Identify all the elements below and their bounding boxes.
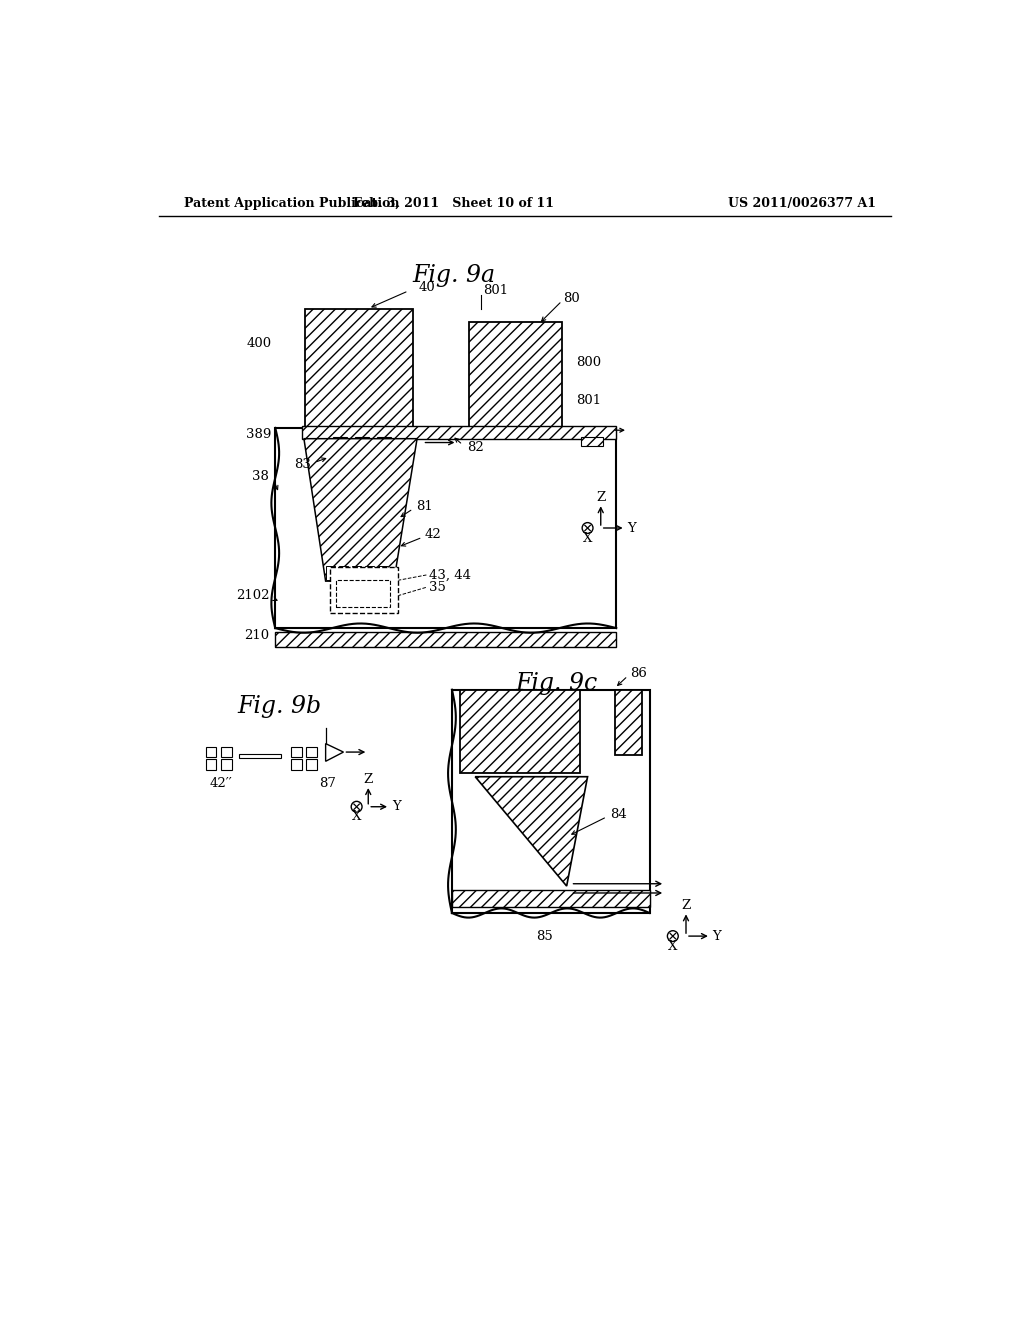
Bar xyxy=(306,759,317,770)
Bar xyxy=(452,689,649,913)
Bar xyxy=(306,747,317,758)
Text: Y: Y xyxy=(392,800,400,813)
Bar xyxy=(239,755,282,758)
Bar xyxy=(326,566,335,579)
Polygon shape xyxy=(326,743,343,762)
Polygon shape xyxy=(475,776,588,886)
Bar xyxy=(330,566,397,612)
Bar xyxy=(452,890,649,907)
Bar xyxy=(456,774,646,890)
Bar xyxy=(366,566,375,579)
Bar xyxy=(221,747,231,758)
Text: X: X xyxy=(583,532,592,545)
Bar xyxy=(339,566,348,579)
Text: 801: 801 xyxy=(575,395,601,408)
Text: 80: 80 xyxy=(563,292,581,305)
Bar xyxy=(206,759,216,770)
Text: 81: 81 xyxy=(417,500,433,513)
Text: 40: 40 xyxy=(419,281,435,294)
Bar xyxy=(582,437,603,446)
Text: 210: 210 xyxy=(244,630,269,643)
Bar xyxy=(377,437,391,446)
Bar xyxy=(291,759,302,770)
Text: 400: 400 xyxy=(246,337,271,350)
Bar xyxy=(378,566,388,579)
Text: 800: 800 xyxy=(575,356,601,370)
Text: Y: Y xyxy=(628,521,636,535)
Text: 43, 44: 43, 44 xyxy=(429,569,471,582)
Text: 83: 83 xyxy=(294,458,311,471)
Bar xyxy=(334,437,347,446)
Text: Fig. 9c: Fig. 9c xyxy=(515,672,598,696)
Bar xyxy=(460,690,580,774)
Text: 87: 87 xyxy=(319,777,337,791)
Text: Z: Z xyxy=(681,899,690,912)
Bar xyxy=(302,425,616,438)
Text: Fig. 9b: Fig. 9b xyxy=(238,696,322,718)
Text: 84: 84 xyxy=(610,808,627,821)
Text: 2102: 2102 xyxy=(237,589,270,602)
Polygon shape xyxy=(304,438,417,581)
Text: 801: 801 xyxy=(483,284,508,297)
Bar xyxy=(275,428,616,628)
Text: 86: 86 xyxy=(630,667,647,680)
Bar xyxy=(336,581,390,607)
Text: 42: 42 xyxy=(425,528,441,541)
Text: Y: Y xyxy=(713,929,721,942)
Bar xyxy=(206,747,216,758)
Text: 389: 389 xyxy=(246,428,271,441)
Text: 85: 85 xyxy=(537,929,553,942)
Text: 42′′: 42′′ xyxy=(210,777,232,791)
Text: US 2011/0026377 A1: US 2011/0026377 A1 xyxy=(728,197,877,210)
Bar xyxy=(355,437,369,446)
Text: Fig. 9a: Fig. 9a xyxy=(412,264,495,286)
Bar xyxy=(614,689,642,755)
Text: X: X xyxy=(668,940,678,953)
Text: Feb. 3, 2011   Sheet 10 of 11: Feb. 3, 2011 Sheet 10 of 11 xyxy=(353,197,554,210)
Text: Z: Z xyxy=(364,772,373,785)
Text: 35: 35 xyxy=(429,581,445,594)
Text: Patent Application Publication: Patent Application Publication xyxy=(183,197,399,210)
Bar xyxy=(291,747,302,758)
Text: X: X xyxy=(352,810,361,824)
Bar xyxy=(221,759,231,770)
Text: 38: 38 xyxy=(252,470,269,483)
Bar xyxy=(305,309,414,428)
Bar xyxy=(469,322,562,428)
Text: 82: 82 xyxy=(467,441,483,454)
Bar xyxy=(275,632,616,647)
Text: Z: Z xyxy=(596,491,605,504)
Bar xyxy=(352,566,361,579)
